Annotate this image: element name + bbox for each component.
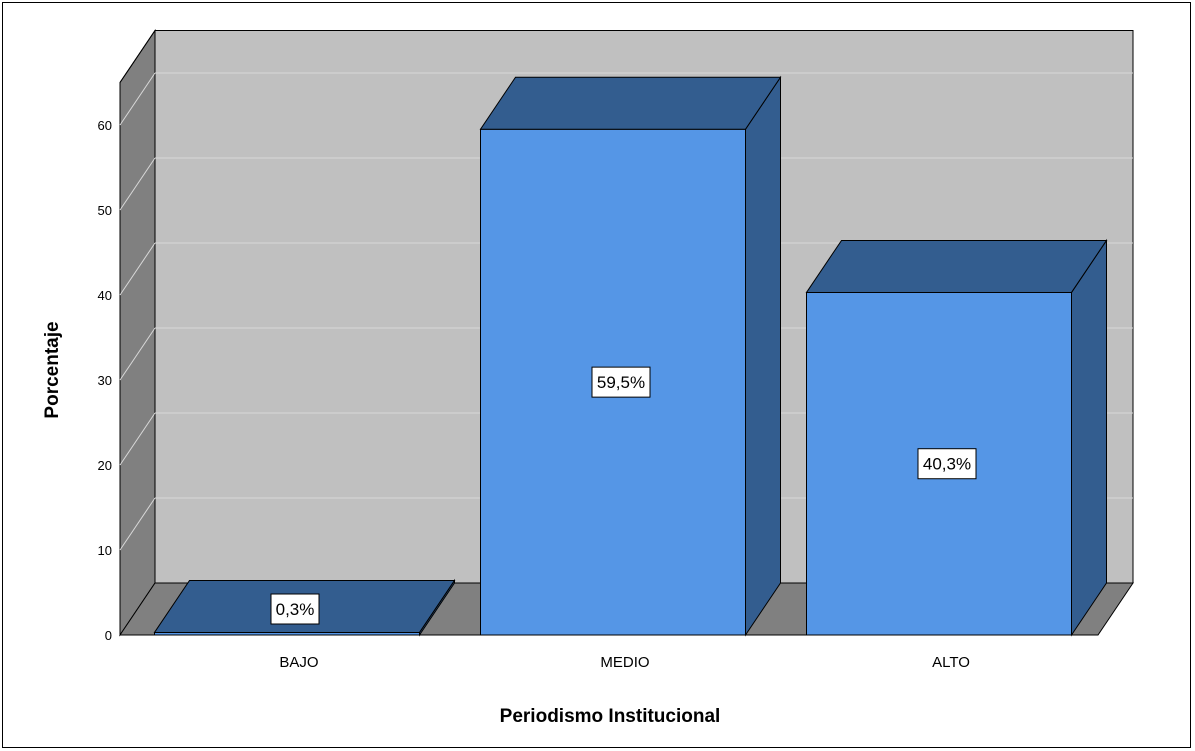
gridline-side <box>119 412 156 466</box>
x-axis-title: Periodismo Institucional <box>500 706 721 727</box>
data-labels: 0,3% 59,5% 40,3% <box>270 366 977 625</box>
data-label-box <box>917 448 977 480</box>
y-axis-title: Porcentaje <box>42 321 63 418</box>
bar-side <box>1071 238 1107 637</box>
y-tick-label: 60 <box>98 118 112 133</box>
data-label: 59,5% <box>591 366 651 398</box>
data-label: 40,3% <box>917 448 977 480</box>
gridline-side <box>119 497 156 551</box>
side-wall <box>119 28 156 637</box>
gridline-side <box>119 242 156 296</box>
y-tick-label: 50 <box>98 203 112 218</box>
bar-alto <box>805 238 1108 637</box>
bar-side <box>745 75 781 637</box>
x-ticks: BAJO MEDIO ALTO <box>279 654 969 671</box>
x-tick-label: ALTO <box>932 654 970 671</box>
wall-edge <box>119 30 156 83</box>
data-label-box <box>270 593 320 625</box>
gridline-side <box>119 72 156 126</box>
data-label: 0,3% <box>270 593 320 625</box>
data-label-text: 0,3% <box>276 600 315 619</box>
data-label-text: 59,5% <box>597 373 645 392</box>
x-tick-label: BAJO <box>279 654 318 671</box>
y-tick-label: 10 <box>98 543 112 558</box>
bar-medio <box>479 75 782 637</box>
y-tick-label: 30 <box>98 373 112 388</box>
gridline-side <box>119 157 156 211</box>
data-label-box <box>591 366 651 398</box>
y-tick-label: 20 <box>98 458 112 473</box>
data-label-text: 40,3% <box>923 455 971 474</box>
x-tick-label: MEDIO <box>600 654 649 671</box>
y-ticks: 0 10 20 30 40 50 60 <box>98 118 112 643</box>
y-tick-label: 0 <box>105 628 112 643</box>
y-tick-label: 40 <box>98 288 112 303</box>
bar-top <box>805 239 1108 293</box>
gridline-side <box>119 327 156 381</box>
bar-top <box>479 76 782 130</box>
